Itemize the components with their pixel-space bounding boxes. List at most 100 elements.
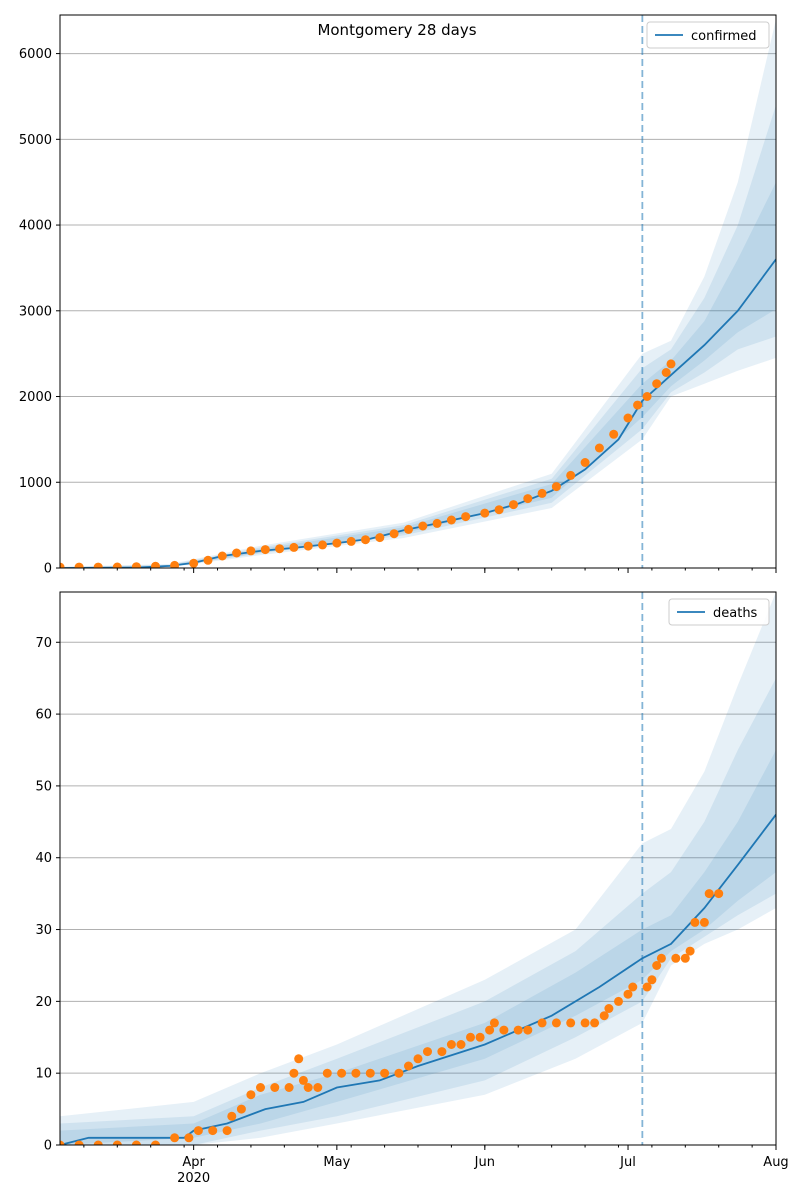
observed-point [389,529,399,539]
observed-point [361,535,370,545]
observed-point [303,541,313,551]
observed-point [131,562,141,568]
observed-point [303,1083,313,1092]
y-tick-label: 5000 [19,133,52,148]
y-tick-label: 6000 [19,47,52,62]
y-tick-label: 20 [35,995,52,1010]
observed-point [60,562,65,568]
observed-point [623,989,633,999]
observed-point [170,560,180,568]
observed-point [217,551,227,561]
observed-point [523,494,533,504]
observed-point [714,889,724,899]
y-tick-label: 1000 [19,476,52,491]
observed-point [628,982,638,992]
observed-point [690,917,700,927]
observed-point [375,533,385,543]
legend-label: deaths [713,606,758,621]
observed-point [227,1111,237,1121]
observed-point [633,400,643,410]
observed-point [704,889,714,899]
observed-point [351,1068,361,1078]
plot-body [60,15,776,568]
observed-point [499,1025,509,1035]
observed-point [461,512,471,522]
y-tick-label: 50 [35,779,52,794]
figure-title: Montgomery 28 days [317,21,476,39]
observed-point [652,961,662,970]
observed-point [222,1126,232,1136]
observed-point [480,508,490,518]
observed-point [60,1140,65,1145]
x-tick-label: Apr [182,1155,205,1170]
observed-point [423,1047,432,1057]
confirmed-panel: 0 1000 2000 3000 4000 5000 6000 confirmed [19,14,777,577]
uncertainty-band [60,592,776,1145]
observed-point [666,359,676,369]
observed-point [394,1068,404,1078]
observed-point [513,1025,523,1035]
observed-point [537,488,547,498]
y-tick-label: 0 [44,562,52,577]
observed-point [332,538,342,548]
y-tick-label: 30 [35,923,52,938]
observed-point [318,540,327,550]
observed-point [446,515,456,525]
observed-point [289,542,299,552]
uncertainty-band [60,678,776,1145]
observed-point [170,1133,180,1143]
observed-point [685,946,695,956]
observed-point [652,379,662,389]
x-tick-label: Jul [619,1155,636,1170]
observed-point [609,429,619,439]
observed-point [151,561,160,568]
observed-point [298,1075,308,1085]
observed-point [656,953,666,963]
observed-point [365,1068,375,1078]
observed-point [284,1083,294,1092]
y-tick-label: 3000 [19,304,52,319]
y-tick-label: 0 [44,1139,52,1154]
observed-point [580,1018,590,1028]
observed-point [236,1104,246,1114]
observed-point [437,1047,447,1057]
observed-point [489,1018,499,1028]
observed-point [456,1040,466,1049]
observed-point [680,953,690,963]
observed-point [594,443,604,453]
observed-point [346,536,356,546]
observed-point [232,548,242,558]
observed-point [551,482,561,492]
observed-point [189,558,199,568]
observed-point [523,1025,533,1035]
observed-point [485,1025,495,1035]
observed-point [590,1018,600,1028]
observed-point [294,1054,304,1064]
observed-point [475,1032,485,1042]
observed-point [604,1004,614,1013]
observed-point [208,1126,218,1136]
observed-point [131,1140,141,1145]
observed-point [566,470,576,480]
observed-point [203,555,213,565]
observed-point [661,368,671,377]
observed-point [337,1068,347,1078]
uncertainty-band [60,19,776,568]
observed-point [446,1040,456,1049]
observed-point [256,1083,265,1092]
observed-point [246,546,256,556]
y-tick-label: 70 [35,636,52,651]
observed-point [112,1140,122,1145]
x-tick-label: May [323,1155,350,1170]
observed-point [246,1090,256,1100]
observed-point [551,1018,561,1028]
observed-point [380,1068,390,1078]
observed-point [93,562,103,568]
x-tick-label: Jun [474,1155,495,1170]
observed-point [642,392,652,401]
observed-point [289,1068,299,1078]
observed-point [74,1140,84,1145]
observed-point [642,982,652,992]
